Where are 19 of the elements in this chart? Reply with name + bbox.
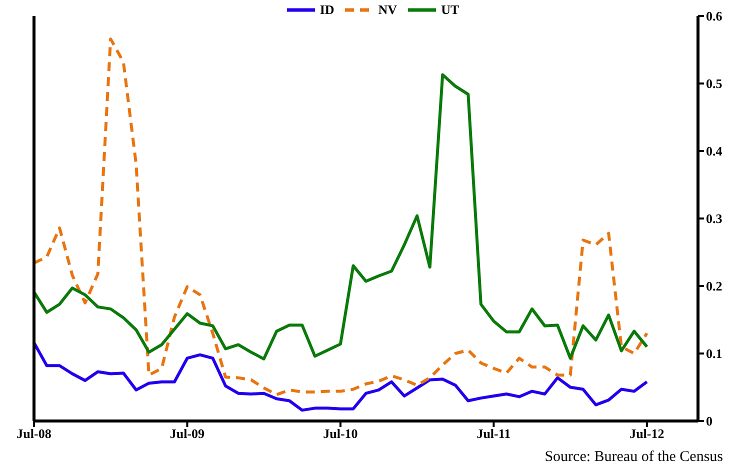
legend-label: UT <box>441 2 460 18</box>
y-tick-label: 0.4 <box>706 144 723 159</box>
y-tick-label: 0.2 <box>706 278 722 294</box>
x-tick-label: Jul-08 <box>16 426 52 442</box>
legend-label: ID <box>320 2 334 18</box>
y-tick-label: 0.1 <box>706 346 722 362</box>
line-series <box>34 341 648 412</box>
source-note: Source: Bureau of the Census <box>544 449 723 466</box>
line-series <box>34 73 648 360</box>
y-tick-label: 0 <box>706 414 712 429</box>
y-tick-label: 0.5 <box>706 76 723 92</box>
x-tick-label: Jul-09 <box>170 426 206 442</box>
x-tick-label: Jul-10 <box>323 426 358 442</box>
y-tick-label: 0.6 <box>706 8 723 24</box>
x-tick-label: Jul-12 <box>630 426 664 442</box>
legend-label: NV <box>378 2 398 18</box>
y-tick-label: 0.3 <box>706 211 723 226</box>
line-series <box>34 37 648 396</box>
x-tick-label: Jul-11 <box>476 426 511 442</box>
